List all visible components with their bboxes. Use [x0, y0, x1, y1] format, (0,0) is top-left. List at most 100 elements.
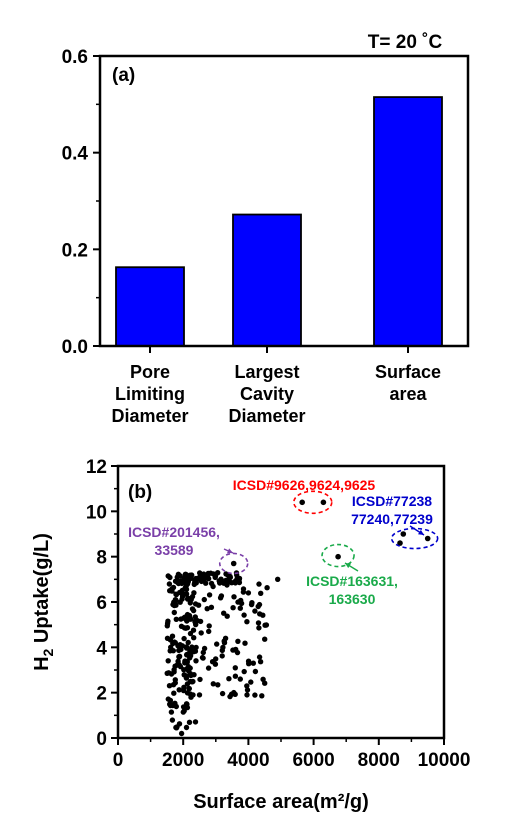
- scatter-point: [176, 647, 182, 654]
- scatter-point: [214, 641, 220, 647]
- scatter-point: [189, 644, 195, 650]
- scatter-point: [242, 640, 248, 646]
- scatter-point: [171, 602, 177, 609]
- annotation-label: 33589: [155, 542, 194, 558]
- scatter-point: [180, 709, 186, 715]
- category-label: Diameter: [111, 406, 188, 426]
- scatter-point: [232, 665, 238, 671]
- highlight-ellipse: [390, 527, 439, 550]
- scatter-point: [189, 572, 195, 578]
- scatter-point: [212, 573, 219, 579]
- scatter-point: [257, 611, 263, 617]
- scatter-point: [179, 596, 185, 602]
- scatter-point: [245, 590, 252, 596]
- scatter-point: [185, 639, 191, 646]
- scatter-point: [179, 643, 186, 649]
- scatter-point: [198, 630, 204, 636]
- annotation-label: ICSD#201456,: [128, 524, 220, 540]
- scatter-point: [275, 576, 281, 582]
- scatter-point: [252, 692, 258, 698]
- scatter-point: [191, 672, 197, 678]
- scatter-point: [176, 653, 183, 659]
- scatter-point: [238, 600, 245, 607]
- scatter-point: [186, 685, 192, 692]
- scatter-point: [189, 606, 196, 612]
- scatter-point: [193, 658, 199, 664]
- scatter-point: [212, 661, 219, 667]
- scatter-point: [171, 609, 177, 616]
- category-label: Diameter: [228, 406, 305, 426]
- highlight-point: [397, 540, 403, 546]
- scatter-point: [241, 612, 247, 618]
- scatter-point: [210, 583, 216, 590]
- x-tick-label: 0: [113, 750, 124, 771]
- scatter-point: [201, 596, 207, 603]
- scatter-point: [173, 703, 179, 710]
- scatter-series: [164, 570, 281, 737]
- scatter-point: [173, 725, 180, 731]
- scatter-point: [173, 591, 180, 598]
- scatter-point: [169, 717, 176, 723]
- scatter-point: [226, 676, 232, 682]
- scatter-point: [205, 665, 212, 671]
- x-tick-label: 4000: [227, 750, 269, 771]
- scatter-point: [228, 691, 235, 697]
- scatter-point: [219, 653, 225, 659]
- scatter-point: [177, 573, 183, 579]
- scatter-point: [195, 602, 202, 608]
- scatter-point: [181, 635, 187, 642]
- y-title-h: H: [31, 656, 53, 670]
- highlight-point: [400, 531, 407, 537]
- category-label: area: [389, 384, 427, 404]
- scatter-point: [206, 623, 212, 629]
- scatter-point: [176, 662, 182, 668]
- scatter-point: [167, 697, 174, 704]
- scatter-point: [231, 594, 237, 600]
- scatter-point: [183, 644, 190, 650]
- scatter-point: [183, 701, 190, 707]
- x-tick-label: 8000: [358, 750, 400, 771]
- scatter-point: [178, 730, 185, 737]
- category-label: Largest: [234, 362, 299, 382]
- scatter-point: [193, 575, 199, 582]
- scatter-point: [256, 625, 262, 631]
- scatter-y-axis: 0 2 4 6 8 10 12: [86, 457, 118, 750]
- scatter-point: [180, 687, 187, 694]
- scatter-point: [227, 574, 233, 581]
- scatter-point: [191, 580, 198, 586]
- scatter-point: [184, 611, 191, 618]
- y-tick-label: 4: [96, 638, 107, 659]
- bar-2: [373, 96, 443, 347]
- scatter-point: [252, 668, 259, 675]
- category-label: Surface: [375, 362, 441, 382]
- scatter-panel-label: (b): [128, 482, 152, 503]
- scatter-point: [167, 637, 174, 643]
- scatter-point: [262, 636, 268, 642]
- bar-series: [115, 96, 443, 347]
- scatter-point: [183, 724, 190, 731]
- scatter-point: [237, 605, 243, 611]
- scatter-point: [178, 578, 184, 584]
- scatter-point: [187, 665, 193, 671]
- scatter-point: [172, 680, 178, 686]
- scatter-point: [166, 670, 172, 676]
- bar-chart-y-axis: 0.0 0.2 0.4 0.6: [62, 47, 100, 358]
- scatter-point: [178, 623, 185, 629]
- y-tick-label: 10: [86, 502, 107, 523]
- scatter-point: [204, 606, 210, 612]
- x-tick-label: 10000: [418, 750, 471, 771]
- scatter-point: [176, 687, 182, 693]
- scatter-point: [167, 574, 173, 581]
- scatter-point: [191, 590, 197, 596]
- annotation-label: 77240,77239: [351, 511, 433, 527]
- highlight-point: [299, 499, 306, 506]
- scatter-point: [218, 593, 225, 599]
- annotation-label: ICSD#9626,9624,9625: [233, 477, 376, 493]
- y-tick-label: 6: [96, 593, 107, 614]
- x-tick-label: 6000: [292, 750, 334, 771]
- y-tick-label: 0.6: [62, 47, 88, 68]
- scatter-point: [187, 600, 193, 606]
- scatter-point: [252, 608, 258, 614]
- scatter-point: [172, 640, 178, 646]
